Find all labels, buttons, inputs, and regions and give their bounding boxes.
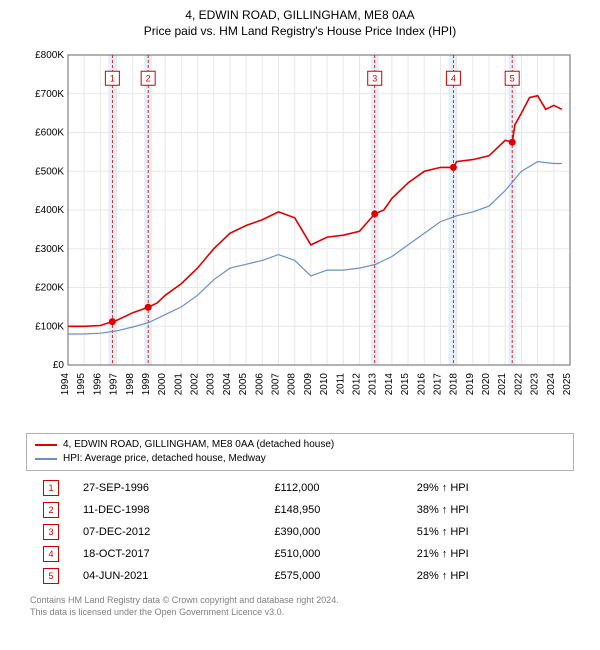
svg-text:£700K: £700K bbox=[35, 89, 64, 100]
table-row: 1 27-SEP-1996£112,00029% ↑ HPI bbox=[35, 477, 565, 499]
svg-text:2020: 2020 bbox=[481, 373, 492, 396]
chart-plot-area: £0 £100K £200K £300K £400K £500K £600K £700K £80… bbox=[20, 45, 580, 425]
svg-text:2: 2 bbox=[146, 73, 151, 83]
sale-delta: 28% ↑ HPI bbox=[409, 565, 565, 587]
sale-marker-icon: 4 bbox=[43, 546, 59, 562]
svg-text:2019: 2019 bbox=[465, 373, 476, 396]
sale-delta: 38% ↑ HPI bbox=[409, 499, 565, 521]
svg-text:2011: 2011 bbox=[335, 373, 346, 395]
sale-price: £575,000 bbox=[266, 565, 408, 587]
svg-text:£200K: £200K bbox=[35, 283, 64, 294]
legend-swatch bbox=[35, 458, 57, 460]
legend-item: 4, EDWIN ROAD, GILLINGHAM, ME8 0AA (deta… bbox=[35, 438, 565, 452]
sale-marker-icon: 3 bbox=[43, 524, 59, 540]
svg-text:2017: 2017 bbox=[432, 373, 443, 396]
svg-text:2000: 2000 bbox=[157, 373, 168, 396]
sales-table: 1 27-SEP-1996£112,00029% ↑ HPI 2 11-DEC-199… bbox=[35, 477, 565, 587]
svg-text:£0: £0 bbox=[53, 360, 65, 371]
table-row: 5 04-JUN-2021£575,00028% ↑ HPI bbox=[35, 565, 565, 587]
svg-text:3: 3 bbox=[372, 73, 377, 83]
svg-text:2002: 2002 bbox=[190, 373, 201, 396]
svg-text:2012: 2012 bbox=[351, 373, 362, 396]
sale-marker-icon: 2 bbox=[43, 502, 59, 518]
svg-text:2006: 2006 bbox=[254, 373, 265, 396]
sale-marker-icon: 5 bbox=[43, 568, 59, 584]
svg-text:2001: 2001 bbox=[173, 373, 184, 396]
footer-note: Contains HM Land Registry data © Crown c… bbox=[30, 595, 570, 618]
sale-price: £390,000 bbox=[266, 521, 408, 543]
svg-text:1996: 1996 bbox=[92, 373, 103, 396]
legend-item: HPI: Average price, detached house, Medw… bbox=[35, 452, 565, 466]
table-row: 3 07-DEC-2012£390,00051% ↑ HPI bbox=[35, 521, 565, 543]
chart-container: 4, EDWIN ROAD, GILLINGHAM, ME8 0AA Price… bbox=[0, 0, 600, 650]
svg-text:1995: 1995 bbox=[76, 373, 87, 396]
sale-date: 11-DEC-1998 bbox=[75, 499, 266, 521]
svg-text:5: 5 bbox=[510, 73, 515, 83]
svg-text:1994: 1994 bbox=[60, 373, 71, 396]
svg-text:2013: 2013 bbox=[368, 373, 379, 396]
sale-delta: 21% ↑ HPI bbox=[409, 543, 565, 565]
svg-text:2024: 2024 bbox=[546, 373, 557, 396]
svg-text:2005: 2005 bbox=[238, 373, 249, 396]
svg-text:1: 1 bbox=[110, 73, 115, 83]
sale-price: £148,950 bbox=[266, 499, 408, 521]
table-row: 2 11-DEC-1998£148,95038% ↑ HPI bbox=[35, 499, 565, 521]
sale-price: £112,000 bbox=[266, 477, 408, 499]
svg-text:1998: 1998 bbox=[125, 373, 136, 396]
svg-text:2016: 2016 bbox=[416, 373, 427, 396]
svg-text:2003: 2003 bbox=[206, 373, 217, 396]
svg-text:2023: 2023 bbox=[530, 373, 541, 396]
svg-text:£800K: £800K bbox=[35, 50, 64, 61]
legend-label: HPI: Average price, detached house, Medw… bbox=[63, 452, 266, 466]
sale-date: 18-OCT-2017 bbox=[75, 543, 266, 565]
table-row: 4 18-OCT-2017£510,00021% ↑ HPI bbox=[35, 543, 565, 565]
legend-swatch bbox=[35, 444, 57, 446]
footer-line-2: This data is licensed under the Open Gov… bbox=[30, 607, 284, 617]
svg-text:2009: 2009 bbox=[303, 373, 314, 396]
svg-text:£300K: £300K bbox=[35, 244, 64, 255]
svg-text:2014: 2014 bbox=[384, 373, 395, 396]
chart-subtitle: Price paid vs. HM Land Registry's House … bbox=[10, 24, 590, 40]
legend: 4, EDWIN ROAD, GILLINGHAM, ME8 0AA (deta… bbox=[26, 433, 574, 471]
svg-text:1997: 1997 bbox=[109, 373, 120, 396]
chart-title: 4, EDWIN ROAD, GILLINGHAM, ME8 0AA bbox=[10, 8, 590, 24]
svg-text:4: 4 bbox=[451, 73, 456, 83]
svg-text:1999: 1999 bbox=[141, 373, 152, 396]
svg-text:2022: 2022 bbox=[513, 373, 524, 396]
svg-text:2010: 2010 bbox=[319, 373, 330, 396]
svg-text:£600K: £600K bbox=[35, 128, 64, 139]
chart-svg: £0 £100K £200K £300K £400K £500K £600K £700K £80… bbox=[20, 45, 580, 425]
legend-label: 4, EDWIN ROAD, GILLINGHAM, ME8 0AA (deta… bbox=[63, 438, 334, 452]
sale-date: 07-DEC-2012 bbox=[75, 521, 266, 543]
svg-text:2025: 2025 bbox=[562, 373, 573, 396]
sale-delta: 29% ↑ HPI bbox=[409, 477, 565, 499]
svg-text:£100K: £100K bbox=[35, 321, 64, 332]
svg-text:2021: 2021 bbox=[497, 373, 508, 396]
svg-text:2004: 2004 bbox=[222, 373, 233, 396]
svg-text:£500K: £500K bbox=[35, 166, 64, 177]
sale-marker-icon: 1 bbox=[43, 480, 59, 496]
svg-text:2008: 2008 bbox=[287, 373, 298, 396]
svg-text:£400K: £400K bbox=[35, 205, 64, 216]
svg-text:2015: 2015 bbox=[400, 373, 411, 396]
sale-date: 04-JUN-2021 bbox=[75, 565, 266, 587]
svg-text:2007: 2007 bbox=[271, 373, 282, 396]
sale-date: 27-SEP-1996 bbox=[75, 477, 266, 499]
sale-delta: 51% ↑ HPI bbox=[409, 521, 565, 543]
footer-line-1: Contains HM Land Registry data © Crown c… bbox=[30, 595, 339, 605]
svg-text:2018: 2018 bbox=[449, 373, 460, 396]
sale-price: £510,000 bbox=[266, 543, 408, 565]
